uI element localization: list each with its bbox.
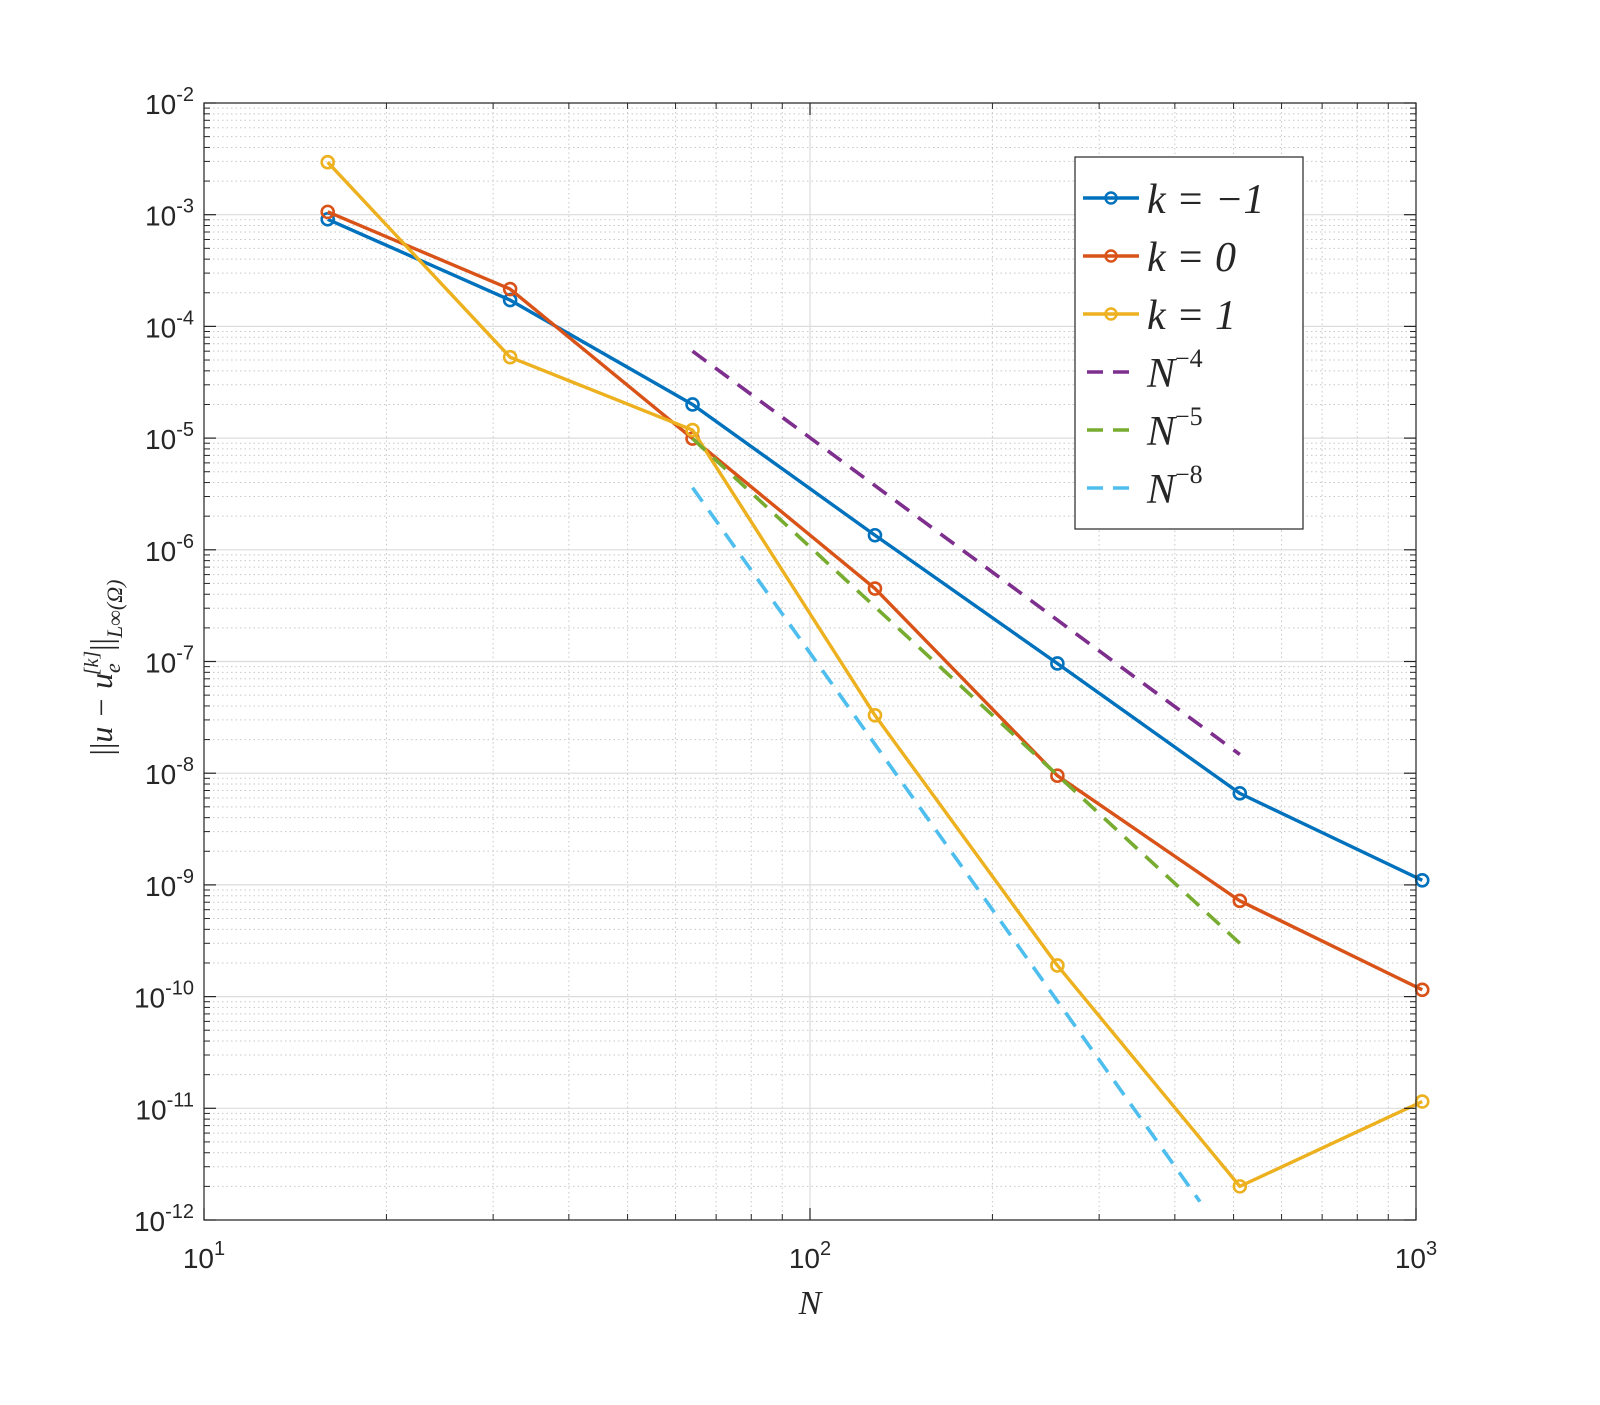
- data-point: [867, 707, 883, 723]
- legend-label: N−8: [1146, 460, 1203, 513]
- data-point: [502, 349, 518, 365]
- legend-item: k = 0: [1083, 235, 1236, 281]
- y-tick-label: 10-6: [145, 531, 194, 567]
- legend-label: k = 1: [1147, 293, 1236, 339]
- series-5: [691, 486, 1202, 1203]
- axis-ticks: [203, 102, 1417, 1221]
- data-point: [685, 397, 700, 412]
- series-line: [326, 161, 1423, 1189]
- legend-item: k = 1: [1083, 293, 1236, 339]
- legend-label: N−4: [1146, 344, 1203, 397]
- data-point: [1050, 958, 1065, 973]
- data-point: [1232, 893, 1248, 909]
- y-tick-label: 10-2: [145, 84, 194, 120]
- x-tick-label: 103: [1395, 1238, 1437, 1274]
- plot-series: [320, 154, 1430, 1203]
- y-tick-label: 10-12: [134, 1201, 194, 1237]
- data-point: [1050, 656, 1065, 671]
- series-line: [327, 210, 1423, 992]
- x-tick-label: 102: [789, 1238, 831, 1274]
- series-0: [320, 211, 1430, 888]
- series-line: [691, 437, 1242, 945]
- y-tick-label: 10-9: [145, 866, 194, 902]
- series-line: [327, 217, 1423, 882]
- legend-item: N−4: [1087, 344, 1203, 397]
- data-point: [1232, 1179, 1248, 1194]
- legend-label: k = −1: [1147, 177, 1264, 223]
- series-2: [320, 154, 1430, 1194]
- series-line: [691, 486, 1202, 1203]
- y-tick-label: 10-7: [145, 643, 194, 679]
- data-point: [1050, 768, 1065, 783]
- data-point: [685, 422, 700, 438]
- x-axis-label: N: [798, 1285, 824, 1322]
- data-point: [320, 154, 335, 170]
- legend-label: k = 0: [1147, 235, 1236, 281]
- y-tick-label: 10-3: [145, 196, 194, 232]
- data-point: [502, 281, 518, 297]
- series-3: [691, 349, 1241, 756]
- data-point: [867, 527, 883, 543]
- y-tick-label: 10-11: [135, 1089, 194, 1125]
- y-axis-label-text: ||u − ue[k]||L∞(Ω): [81, 580, 127, 756]
- y-axis-label: ||u − ue[k]||L∞(Ω): [81, 580, 127, 756]
- y-tick-label: 10-4: [145, 307, 194, 343]
- legend-item: N−8: [1087, 460, 1203, 513]
- y-tick-label: 10-5: [145, 419, 194, 455]
- data-point: [867, 581, 883, 596]
- data-point: [320, 204, 335, 220]
- legend: k = −1 k = 0 k = 1 N−4N−5N−8: [1074, 156, 1304, 530]
- data-point: [1232, 786, 1248, 801]
- x-tick-label: 101: [183, 1238, 225, 1274]
- legend-item: N−5: [1087, 402, 1203, 455]
- legend-box: [1074, 156, 1304, 530]
- series-4: [691, 437, 1242, 945]
- y-tick-label: 10-10: [134, 978, 194, 1014]
- legend-marker: [1104, 249, 1118, 263]
- legend-label: N−5: [1146, 402, 1203, 455]
- legend-item: k = −1: [1083, 177, 1264, 223]
- axis-tick-labels: 101 102 103 10-2 10-3 10-4 10-5 10-6 10-7 10-8 10-…: [134, 84, 1437, 1274]
- legend-marker: [1104, 191, 1118, 205]
- series-line: [691, 349, 1241, 756]
- y-tick-label: 10-8: [145, 754, 194, 790]
- legend-marker: [1104, 307, 1118, 321]
